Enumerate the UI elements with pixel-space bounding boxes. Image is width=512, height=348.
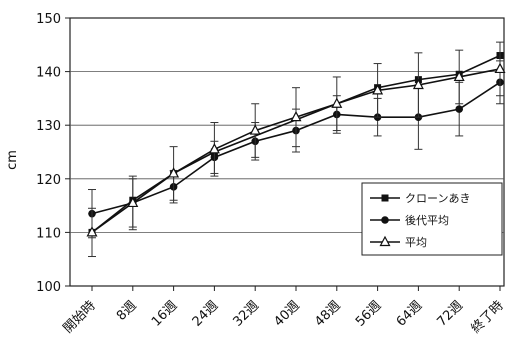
- y-tick-label: 120: [36, 173, 61, 188]
- y-axis-label: cm: [5, 150, 20, 170]
- x-tick-label: 8週: [114, 298, 140, 324]
- point-square: [381, 194, 389, 202]
- y-axis-ticks: 100 110 120 130 140 150: [36, 12, 70, 295]
- y-tick-label: 130: [36, 119, 61, 134]
- point-triangle: [290, 110, 302, 122]
- x-tick-label: 終了時: [468, 298, 507, 337]
- point-triangle: [86, 226, 98, 237]
- x-tick-label: 24週: [190, 298, 221, 329]
- point-triangle: [127, 196, 139, 208]
- x-tick-label: 56週: [353, 298, 384, 329]
- x-tick-label: 40週: [271, 298, 302, 329]
- plot-area-frame: [69, 17, 505, 287]
- series-group: [86, 41, 506, 258]
- legend-label: クローンあき: [405, 192, 470, 205]
- point-triangle: [379, 235, 391, 247]
- y-tick-label: 110: [36, 226, 61, 241]
- point-triangle: [494, 62, 506, 74]
- point-triangle: [168, 167, 180, 178]
- point-circle: [455, 105, 464, 113]
- legend-label: 後代平均: [405, 213, 449, 227]
- point-triangle: [331, 97, 343, 108]
- x-tick-label: 64週: [394, 298, 425, 329]
- x-tick-label: 16週: [149, 298, 180, 329]
- y-tick-label: 150: [36, 12, 61, 27]
- point-triangle: [208, 143, 220, 154]
- x-axis-ticks: 開始時 8週 16週 24週 32週 40週 48週 56週 64週 72週 終了時: [61, 286, 507, 336]
- y-tick-label: 140: [36, 66, 61, 81]
- y-tick-label: 100: [36, 280, 61, 295]
- x-tick-label: 48週: [312, 298, 343, 329]
- x-tick-label: 開始時: [61, 298, 99, 336]
- point-triangle: [249, 124, 261, 135]
- point-triangle: [453, 70, 465, 82]
- point-triangle: [412, 78, 424, 90]
- x-tick-label: 72週: [435, 298, 466, 329]
- point-circle: [381, 216, 389, 224]
- series-triangle: [86, 41, 506, 258]
- x-tick-label: 32週: [231, 298, 262, 329]
- point-triangle: [372, 84, 384, 95]
- legend-label: 平均: [405, 236, 427, 249]
